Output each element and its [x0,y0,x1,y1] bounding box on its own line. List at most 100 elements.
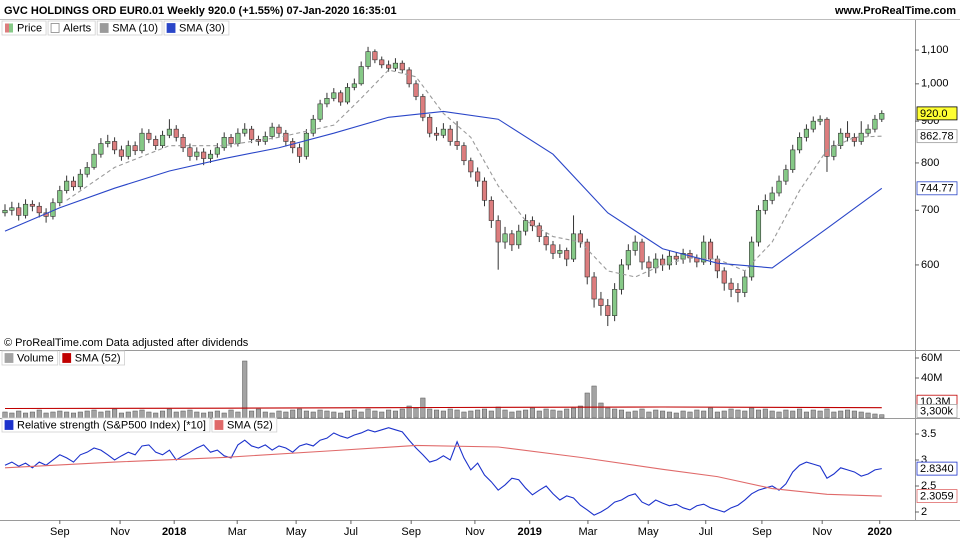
candle-body [132,145,138,152]
volume-bar [125,411,131,419]
volume-bar [845,409,851,419]
legend-frame [1,20,47,36]
volume-bar [454,409,460,419]
candle-body [605,305,611,316]
candle-body [502,233,508,243]
candle-body [310,118,316,134]
candle-body [379,59,385,66]
candle-body [392,62,399,69]
candle-body [166,128,172,136]
candle-body [427,116,433,134]
volume-bar [735,409,741,419]
volume-bar [694,409,700,419]
y-tick-label: 3.5 [921,428,936,440]
volume-bar [523,409,529,419]
volume-bar [358,411,364,419]
candle-body [797,137,803,151]
candle-body [844,132,851,138]
candle-body [344,87,351,103]
volume-bar [187,409,193,419]
candle-body [228,137,234,144]
x-tick-label: Nov [812,526,832,538]
legend-swatch [4,420,14,430]
candle-body [666,255,672,266]
volume-bar [139,409,145,419]
volume-bar [550,409,556,419]
last-value-label: 2.8340 [920,463,954,475]
volume-bar [810,409,816,419]
legend-frame [163,20,230,36]
volume-bar [858,411,864,419]
candle-body [742,276,748,293]
candle-body [420,96,426,118]
volume-bar [728,408,734,419]
volume-bar [879,414,885,419]
volume-bar [543,408,549,419]
candle-body [714,258,720,272]
candle-body [803,128,809,138]
volume-bar [351,409,357,419]
source: www.ProRealTime.com [834,5,956,17]
candle-body [721,270,727,284]
volume-bar [646,411,652,419]
candle-body [249,128,255,140]
volume-bar [180,410,186,419]
x-tick-label: Sep [752,526,772,538]
x-tick-label: 2018 [162,526,186,538]
candle-body [817,118,823,122]
candle-body [851,137,857,142]
legend-swatch [4,353,14,363]
candle-body [570,233,577,260]
series-line [4,406,882,410]
candle-body [454,141,460,146]
candle-body [112,141,118,151]
candle-body [221,137,227,149]
footnote: © ProRealTime.com Data adjusted after di… [4,337,249,349]
x-tick-label: Sep [401,526,421,538]
volume-bar [461,411,467,419]
volume-bar [406,405,412,419]
candle-body [557,250,563,254]
candle-body [358,66,364,85]
candle-body [468,160,474,173]
volume-bar [379,411,385,419]
series-line [4,110,883,269]
volume-bar [160,410,166,419]
candle-body [324,98,330,105]
volume-bar [591,385,597,419]
volume-bar [797,408,803,419]
candle-body [577,233,583,243]
last-value-box [916,129,958,144]
y-tick-label: 2 [921,506,927,518]
candle-body [365,51,371,67]
volume-bar [618,409,624,419]
volume-bar [399,408,405,419]
y-tick-label: 700 [921,204,939,216]
candle-body [488,199,494,221]
volume-bar [262,411,268,419]
candle-body [276,126,282,134]
volume-bar [57,410,63,419]
candle-body [550,244,556,254]
volume-bar [297,408,303,419]
volume-bar [571,407,577,419]
x-tick-label: Nov [110,526,130,538]
volume-bar [790,410,796,419]
legend-frame [47,20,96,36]
volume-bar [2,411,8,419]
y-tick-label: 3 [921,454,927,466]
candle-body [639,241,645,263]
volume-bar [235,411,241,419]
volume-bar [495,406,501,419]
legend-label: SMA (52) [227,419,273,431]
volume-bar [427,408,433,419]
candle-body [673,255,679,260]
legend-label: SMA (10) [112,22,158,34]
volume-bar [118,412,124,419]
candle-body [447,128,453,142]
last-value-box [916,181,958,196]
x-tick-label: Jul [344,526,358,538]
last-value-label: 2.3059 [920,490,954,502]
volume-bar [146,411,152,419]
